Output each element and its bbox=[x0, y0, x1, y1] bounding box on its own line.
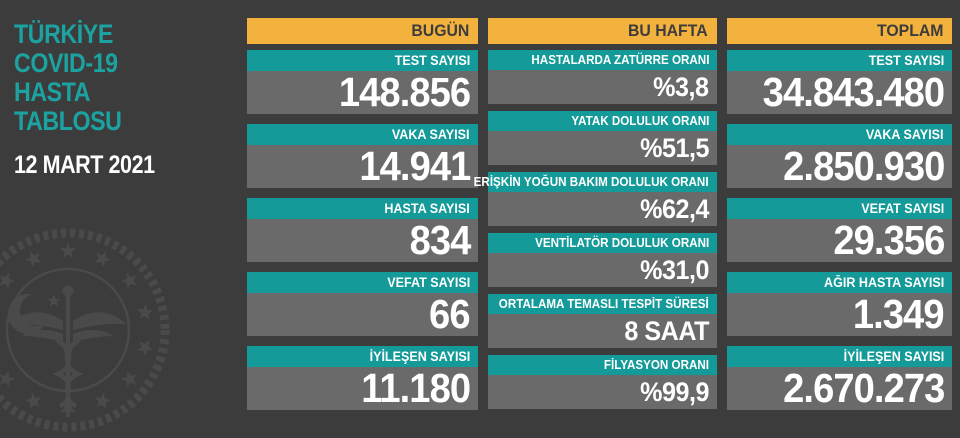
column-header-bugun: BUGÜN bbox=[247, 18, 478, 44]
stats-list: TEST SAYISI 34.843.480 VAKA SAYISI 2.850… bbox=[727, 50, 952, 411]
stats-column-bu-hafta: BU HAFTA HASTALARDA ZATÜRRE ORANI %3,8 Y… bbox=[474, 18, 717, 410]
stat-row: TEST SAYISI 148.856 bbox=[247, 50, 478, 115]
stat-row: VAKA SAYISI 14.941 bbox=[247, 124, 478, 189]
stat-row: FİLYASYON ORANI %99,9 bbox=[488, 355, 717, 409]
sidebar: TÜRKİYE COVID-19 HASTA TABLOSU 12 MART 2021 bbox=[0, 0, 247, 435]
stat-label: VEFAT SAYISI bbox=[727, 198, 952, 219]
stat-value: 148.856 bbox=[247, 69, 478, 115]
stat-row: ORTALAMA TEMASLI TESPİT SÜRESİ 8 SAAT bbox=[488, 294, 717, 348]
column-header-label: BU HAFTA bbox=[628, 21, 708, 40]
stat-label: YATAK DOLULUK ORANI bbox=[488, 111, 717, 131]
stat-label: HASTALARDA ZATÜRRE ORANI bbox=[488, 50, 717, 70]
stat-value: 29.356 bbox=[727, 217, 952, 263]
stats-list: HASTALARDA ZATÜRRE ORANI %3,8 YATAK DOLU… bbox=[474, 50, 717, 409]
health-ministry-emblem-icon bbox=[0, 228, 170, 432]
stat-row: HASTA SAYISI 834 bbox=[247, 198, 478, 263]
stat-row: TEST SAYISI 34.843.480 bbox=[727, 50, 952, 115]
stat-label: TEST SAYISI bbox=[727, 50, 952, 71]
stat-row: VEFAT SAYISI 66 bbox=[247, 272, 478, 337]
report-date: 12 MART 2021 bbox=[14, 151, 155, 179]
stat-label: FİLYASYON ORANI bbox=[488, 355, 717, 375]
stat-label: VAKA SAYISI bbox=[247, 124, 478, 145]
stat-label: HASTA SAYISI bbox=[247, 198, 478, 219]
stat-value: 2.850.930 bbox=[727, 143, 952, 189]
page-title-line: TÜRKİYE bbox=[14, 19, 113, 49]
column-header-label: TOPLAM bbox=[876, 21, 943, 40]
stat-value: 834 bbox=[247, 217, 478, 263]
stat-label: İYİLEŞEN SAYISI bbox=[727, 346, 952, 367]
stat-row: AĞIR HASTA SAYISI 1.349 bbox=[727, 272, 952, 337]
stat-value: 2.670.273 bbox=[727, 365, 952, 411]
stats-column-bugun: BUGÜN TEST SAYISI 148.856 VAKA SAYISI 14… bbox=[247, 18, 478, 411]
stat-value: 66 bbox=[247, 291, 478, 337]
stats-column-toplam: TOPLAM TEST SAYISI 34.843.480 VAKA SAYIS… bbox=[727, 18, 952, 411]
stat-row: İYİLEŞEN SAYISI 2.670.273 bbox=[727, 346, 952, 411]
stat-value: %3,8 bbox=[488, 70, 717, 104]
column-header-toplam: TOPLAM bbox=[727, 18, 952, 44]
stats-board: BUGÜN TEST SAYISI 148.856 VAKA SAYISI 14… bbox=[247, 18, 952, 411]
page-title: TÜRKİYE COVID-19 HASTA TABLOSU bbox=[14, 20, 122, 136]
page-title-line: HASTA bbox=[14, 77, 91, 107]
column-header-bu-hafta: BU HAFTA bbox=[488, 18, 717, 44]
stat-label: AĞIR HASTA SAYISI bbox=[727, 272, 952, 293]
stat-row: VENTİLATÖR DOLULUK ORANI %31,0 bbox=[488, 233, 717, 287]
stat-row: ERİŞKİN YOĞUN BAKIM DOLULUK ORANI %62,4 bbox=[474, 172, 717, 226]
stat-label: ERİŞKİN YOĞUN BAKIM DOLULUK ORANI bbox=[474, 172, 717, 192]
stat-row: VEFAT SAYISI 29.356 bbox=[727, 198, 952, 263]
stat-value: 11.180 bbox=[247, 365, 478, 411]
stat-value: 14.941 bbox=[247, 143, 478, 189]
page-title-line: COVID-19 bbox=[14, 48, 118, 78]
stat-value: 8 SAAT bbox=[488, 314, 717, 348]
stat-label: ORTALAMA TEMASLI TESPİT SÜRESİ bbox=[488, 294, 717, 314]
column-header-label: BUGÜN bbox=[411, 21, 469, 40]
stat-row: VAKA SAYISI 2.850.930 bbox=[727, 124, 952, 189]
stats-list: TEST SAYISI 148.856 VAKA SAYISI 14.941 H… bbox=[247, 50, 478, 411]
stat-row: HASTALARDA ZATÜRRE ORANI %3,8 bbox=[488, 50, 717, 104]
stat-value: %99,9 bbox=[488, 375, 717, 409]
stat-label: İYİLEŞEN SAYISI bbox=[247, 346, 478, 367]
stat-value: %31,0 bbox=[488, 253, 717, 287]
stat-label: VAKA SAYISI bbox=[727, 124, 952, 145]
stat-row: YATAK DOLULUK ORANI %51,5 bbox=[488, 111, 717, 165]
stat-value: 1.349 bbox=[727, 291, 952, 337]
page-title-line: TABLOSU bbox=[14, 106, 122, 136]
stat-label: VEFAT SAYISI bbox=[247, 272, 478, 293]
stat-value: %62,4 bbox=[488, 192, 717, 226]
stat-label: TEST SAYISI bbox=[247, 50, 478, 71]
stat-row: İYİLEŞEN SAYISI 11.180 bbox=[247, 346, 478, 411]
stat-value: %51,5 bbox=[488, 131, 717, 165]
stat-value: 34.843.480 bbox=[727, 69, 952, 115]
stat-label: VENTİLATÖR DOLULUK ORANI bbox=[488, 233, 717, 253]
